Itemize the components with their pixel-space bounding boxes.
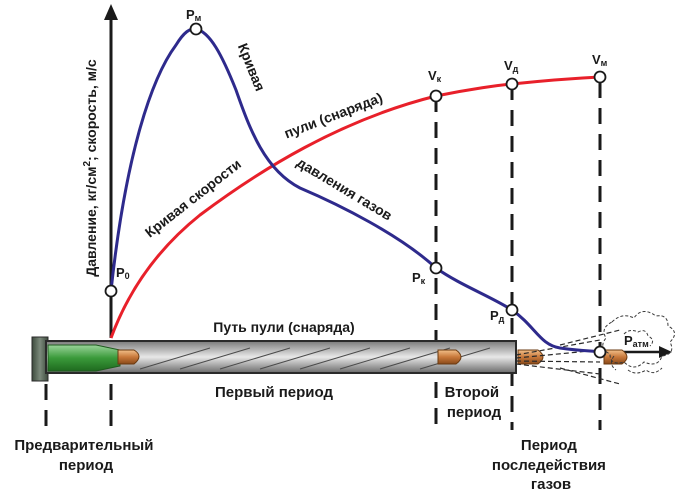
point-vk [429, 89, 443, 103]
dashed-period-lines [44, 82, 602, 430]
period-first: Первый период [215, 384, 333, 401]
pressure-curve-label-2: давления газов [294, 154, 395, 224]
barrel-label: Путь пули (снаряда) [213, 319, 354, 335]
label-vk: Vк [428, 68, 442, 84]
velocity-curve-label-1: Кривая скорости [142, 156, 244, 241]
pressure-curve-label-1: Кривая [235, 41, 269, 93]
label-vd: Vд [504, 58, 519, 74]
label-pk: Pк [412, 270, 426, 286]
period-preliminary: Предварительный период [14, 437, 157, 474]
bullet [437, 349, 462, 365]
smoke-puffs [602, 311, 675, 374]
period-second: Второй период [445, 384, 504, 421]
point-vm [593, 70, 607, 84]
pressure-curve [109, 27, 601, 354]
velocity-curve [109, 75, 601, 339]
bullet [603, 349, 628, 365]
y-axis-label: Давление, кг/см2; скорость, м/с [82, 59, 99, 277]
point-pd [505, 303, 519, 317]
label-patm: Pатм [624, 333, 649, 349]
bullet [517, 349, 544, 365]
point-patm [593, 345, 607, 359]
label-vm: Vм [592, 52, 608, 68]
point-pm [189, 22, 203, 36]
point-pk [429, 261, 443, 275]
period-after: Период последействия газов [492, 437, 610, 493]
point-markers [104, 22, 607, 359]
point-p0 [104, 284, 118, 298]
label-pd: Pд [490, 308, 505, 324]
label-p0: P0 [116, 265, 130, 281]
bullet [117, 349, 140, 365]
point-vd [505, 77, 519, 91]
label-pm: Pм [186, 7, 202, 23]
